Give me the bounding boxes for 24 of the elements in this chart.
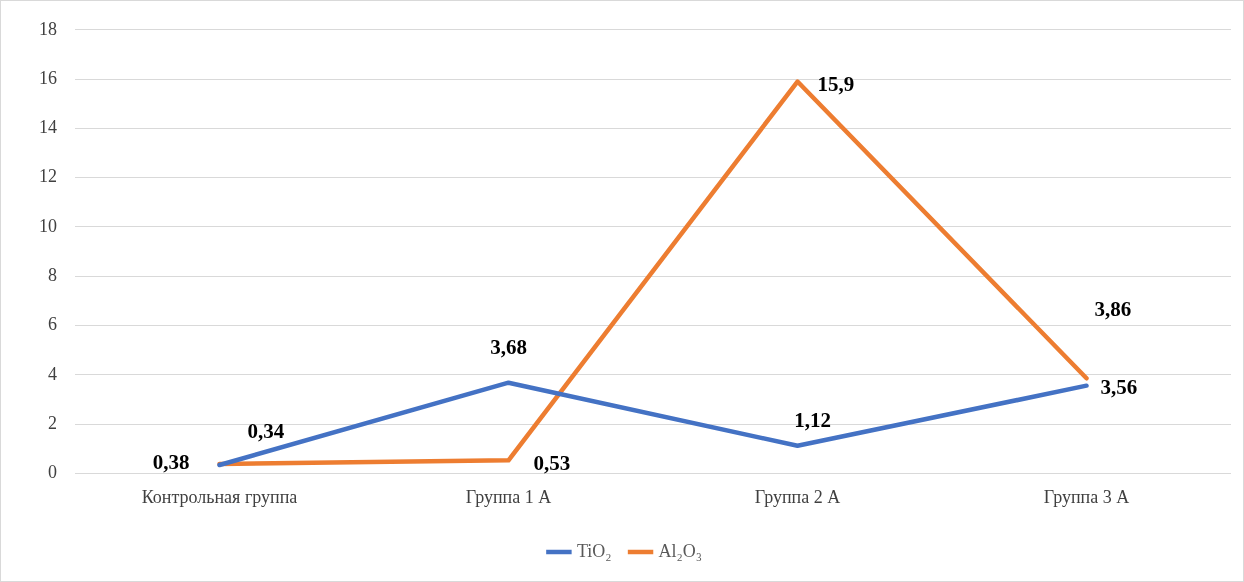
data-label: 3,68 xyxy=(490,335,527,360)
x-tick-label: Контрольная группа xyxy=(141,486,298,507)
legend-label: Al₂O₃ xyxy=(658,540,703,561)
data-label: 15,9 xyxy=(817,71,855,96)
x-tick-label: Группа 1 А xyxy=(465,486,552,507)
x-tick-label: Группа 3 А xyxy=(1043,486,1130,507)
y-tick-label: 10 xyxy=(39,215,57,236)
data-label: 0,38 xyxy=(152,450,190,475)
data-label: 1,12 xyxy=(794,408,831,433)
legend-label: TiO₂ xyxy=(576,540,612,561)
data-label: 0,53 xyxy=(533,450,571,475)
y-tick-label: 2 xyxy=(48,412,57,433)
y-tick-label: 0 xyxy=(48,462,57,483)
x-tick-label: Группа 2 А xyxy=(754,486,841,507)
y-tick-label: 18 xyxy=(39,18,57,39)
data-label: 3,86 xyxy=(1094,296,1132,321)
y-tick-label: 6 xyxy=(48,314,57,335)
data-label: 0,34 xyxy=(247,419,285,444)
y-tick-label: 16 xyxy=(39,67,57,88)
y-tick-label: 8 xyxy=(48,264,57,285)
y-tick-label: 4 xyxy=(48,363,57,384)
data-label: 3,56 xyxy=(1100,375,1138,400)
y-tick-label: 12 xyxy=(39,166,57,187)
y-tick-label: 14 xyxy=(39,117,57,138)
